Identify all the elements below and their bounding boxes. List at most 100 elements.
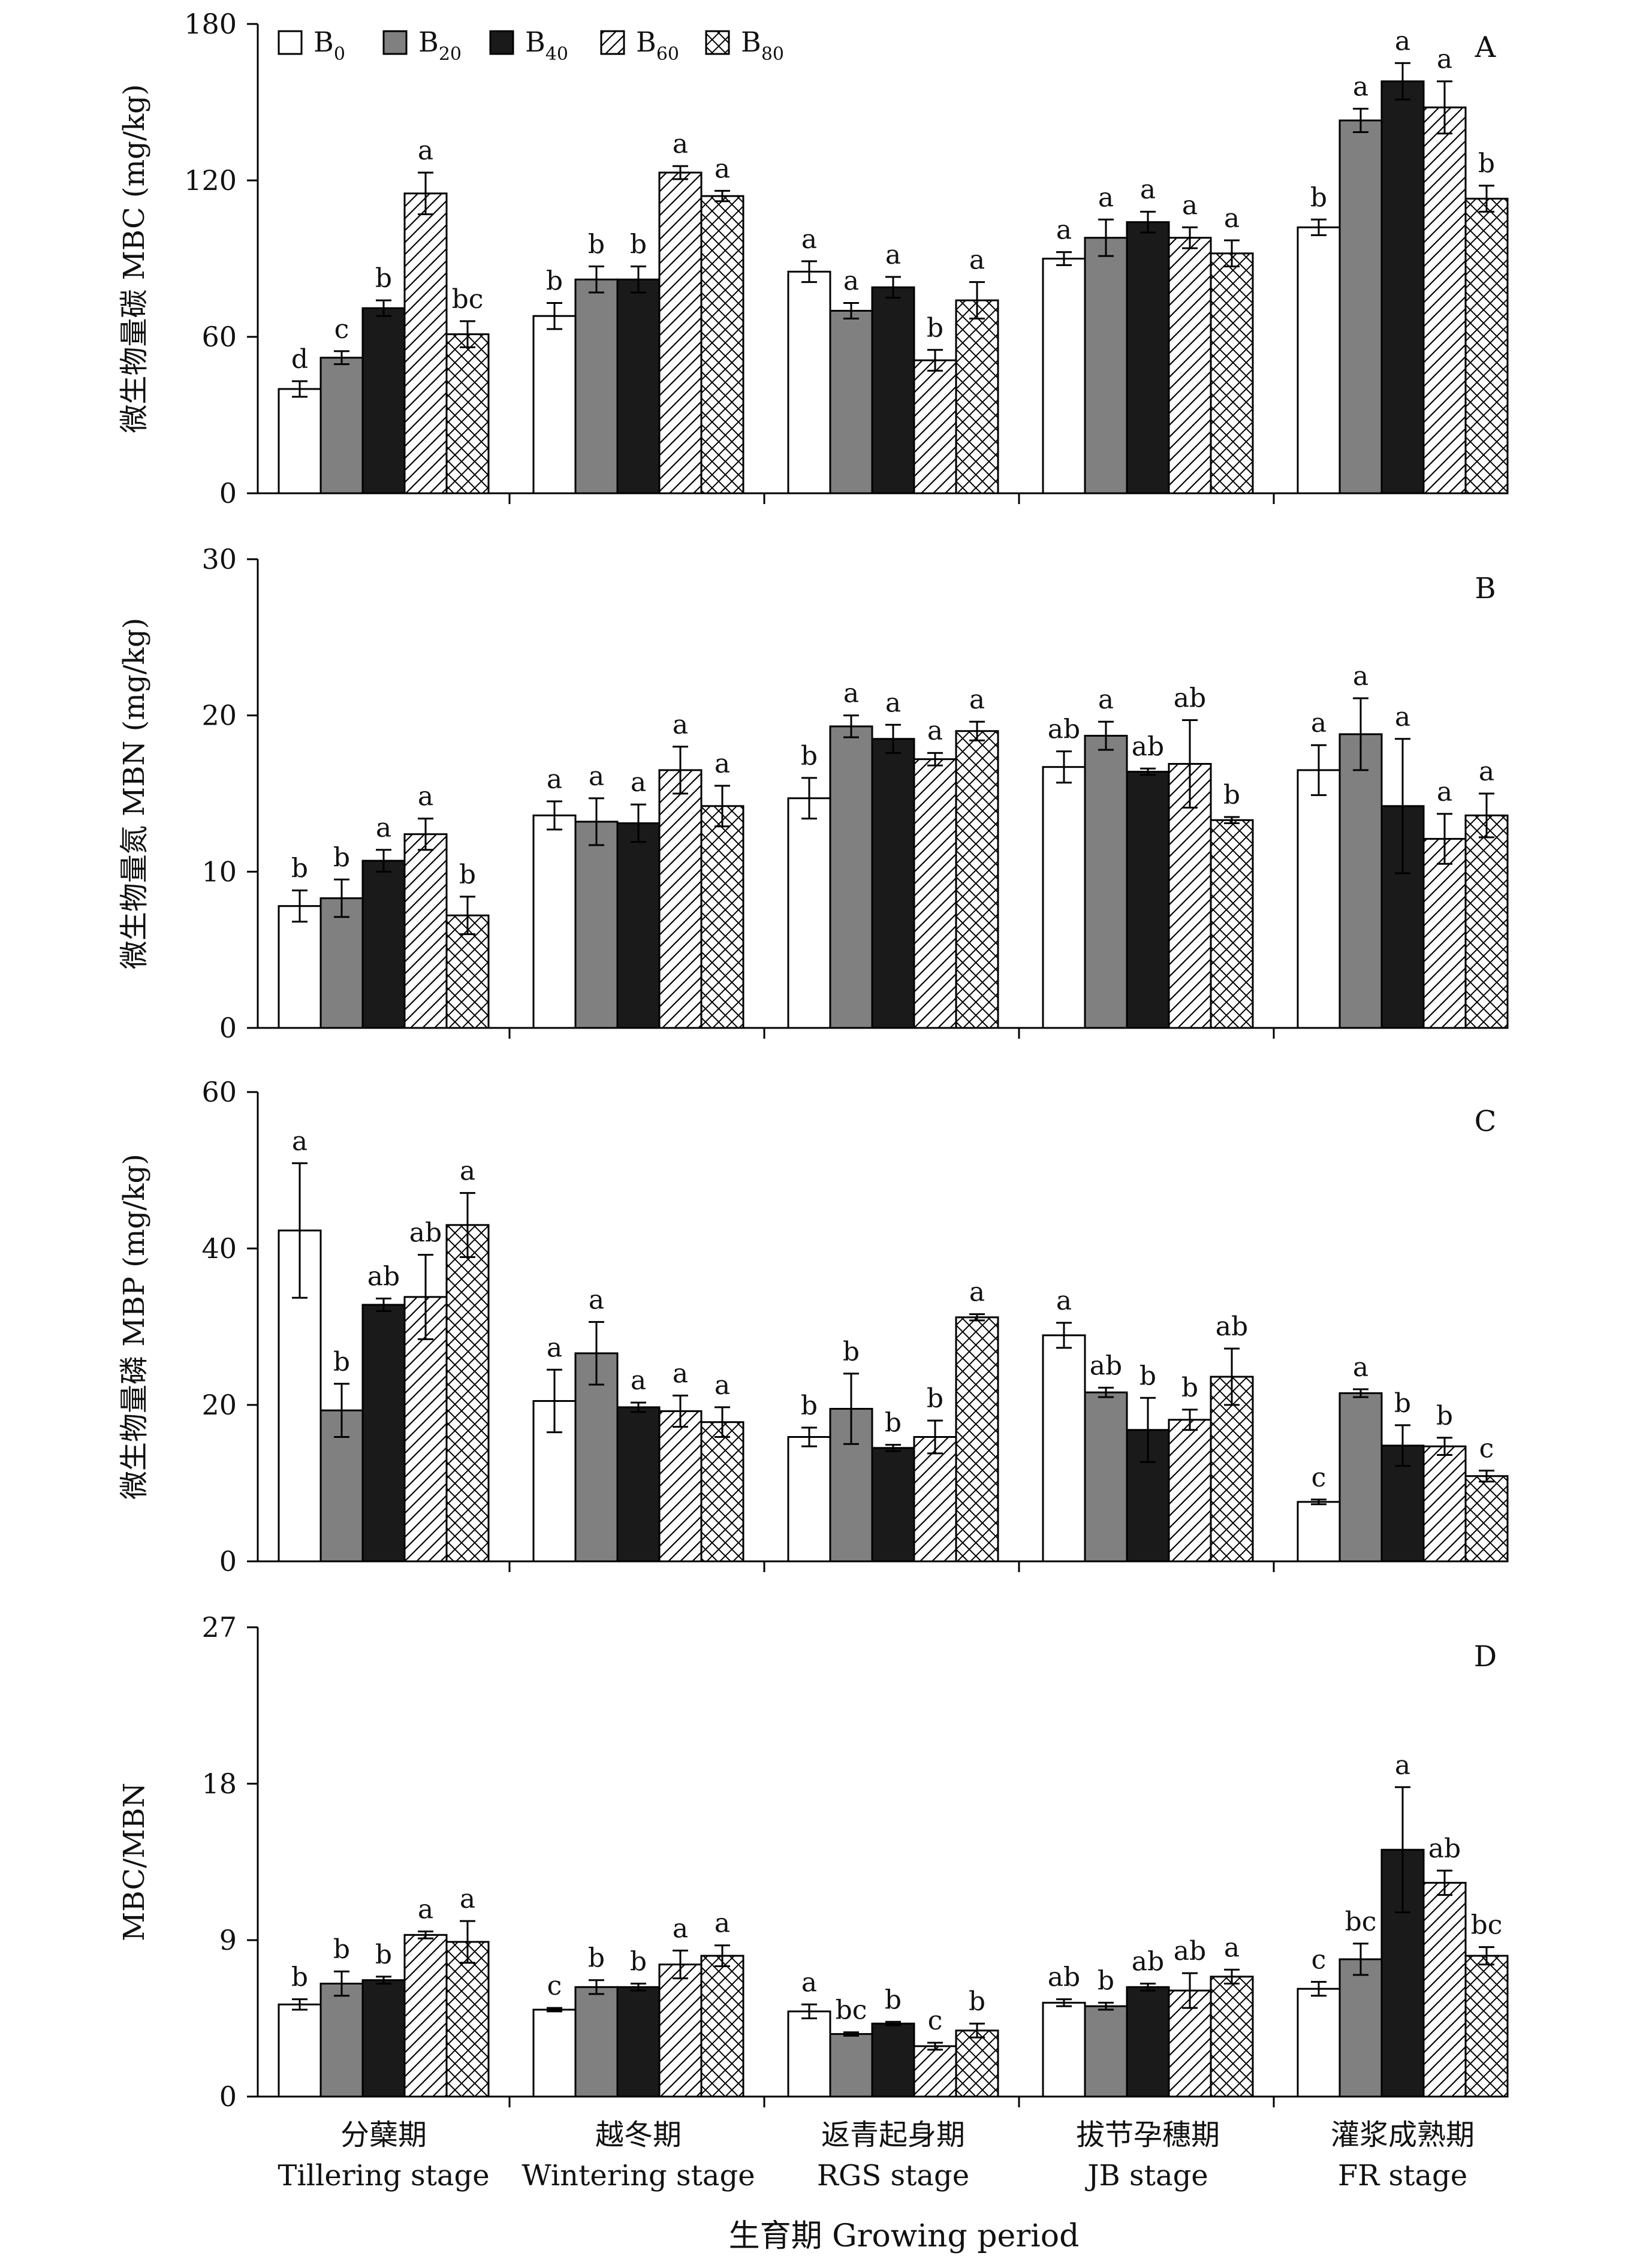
y-tick-label: 120 bbox=[184, 164, 237, 197]
significance-letter: a bbox=[547, 1332, 562, 1363]
significance-letter: b bbox=[333, 1347, 350, 1377]
significance-letter: a bbox=[1353, 71, 1368, 102]
x-category-labels: 分蘖期 Tillering stage 越冬期 Wintering stage 返青起身… bbox=[278, 2118, 1475, 2192]
bar-B80-0 bbox=[445, 1224, 490, 1563]
chart-legend: B0 B20 B40 B60 B80 bbox=[278, 26, 784, 65]
y-axis-label: 微生物量氮 MBN (mg/kg) bbox=[117, 618, 151, 970]
significance-letter: b bbox=[1394, 1388, 1411, 1419]
bar-B20-1 bbox=[574, 1986, 619, 2098]
significance-letter: ab bbox=[1132, 731, 1164, 762]
bar-B80-3 bbox=[1210, 1976, 1254, 2098]
significance-letter: c bbox=[334, 314, 349, 345]
panel-letter: C bbox=[1475, 1105, 1497, 1138]
bar-B20-4 bbox=[1339, 1958, 1383, 2098]
bar-B80-0 bbox=[445, 333, 490, 494]
significance-letter: b bbox=[801, 1391, 818, 1421]
bar-B40-3 bbox=[1126, 1986, 1170, 2098]
legend-swatch bbox=[600, 30, 625, 55]
significance-letter: b bbox=[375, 263, 392, 294]
bar-B80-4 bbox=[1464, 1475, 1509, 1563]
significance-letter: a bbox=[715, 153, 730, 184]
panel-letter: B bbox=[1475, 572, 1496, 605]
significance-letter: a bbox=[1098, 684, 1114, 715]
bar-B40-1 bbox=[616, 278, 661, 494]
y-tick-label: 0 bbox=[219, 477, 237, 509]
significance-letter: b bbox=[1139, 1361, 1156, 1391]
legend-label: B40 bbox=[525, 26, 568, 65]
bar-B60-0 bbox=[403, 1296, 448, 1563]
significance-letter: a bbox=[1395, 26, 1410, 56]
significance-letter: b bbox=[291, 853, 308, 884]
significance-letter: a bbox=[292, 1126, 308, 1157]
bar-B20-0 bbox=[319, 1983, 364, 2098]
bar-B60-4 bbox=[1422, 106, 1467, 494]
significance-letter: b bbox=[588, 1943, 605, 1974]
significance-letter: b bbox=[630, 230, 647, 260]
significance-letter: b bbox=[291, 1962, 308, 1993]
bar-B60-3 bbox=[1168, 1419, 1212, 1563]
bar-B40-1 bbox=[616, 1406, 661, 1563]
significance-letter: a bbox=[969, 245, 985, 276]
significance-letter: a bbox=[801, 224, 817, 255]
bar-B80-2 bbox=[955, 299, 999, 494]
significance-letter: a bbox=[589, 1285, 604, 1316]
y-tick-label: 60 bbox=[201, 321, 237, 353]
bar-B20-2 bbox=[829, 2033, 873, 2098]
y-axis-label: 微生物量磷 MBP (mg/kg) bbox=[117, 1154, 151, 1500]
x-tick-label-zh: 返青起身期 bbox=[821, 2118, 965, 2152]
significance-letter: ab bbox=[1428, 1833, 1461, 1864]
significance-letter: a bbox=[885, 687, 901, 718]
bar-B80-3 bbox=[1210, 819, 1254, 1029]
bar-B20-1 bbox=[574, 278, 619, 494]
legend-item-B80: B80 bbox=[705, 26, 784, 65]
significance-letter: c bbox=[1312, 1945, 1327, 1976]
bar-B0-2 bbox=[787, 2010, 831, 2098]
bar-B20-4 bbox=[1339, 733, 1383, 1029]
significance-letter: ab bbox=[1048, 1962, 1080, 1993]
significance-letter: ab bbox=[1048, 714, 1080, 745]
significance-letter: b bbox=[1436, 1401, 1453, 1431]
significance-letter: b bbox=[1478, 149, 1495, 179]
significance-letter: b bbox=[969, 1986, 985, 2017]
bar-B40-2 bbox=[871, 2022, 915, 2098]
legend-label: B20 bbox=[418, 26, 462, 65]
significance-letter: c bbox=[1479, 1434, 1494, 1464]
significance-letter: d bbox=[291, 344, 308, 375]
bar-B20-2 bbox=[829, 725, 873, 1029]
significance-letter: b bbox=[927, 1383, 943, 1414]
legend-item-B40: B40 bbox=[489, 26, 568, 65]
significance-letter: b bbox=[801, 741, 818, 771]
significance-letter: b bbox=[375, 1940, 392, 1970]
significance-letter: a bbox=[843, 678, 859, 709]
significance-letter: a bbox=[673, 129, 688, 159]
significance-letter: b bbox=[1098, 1965, 1114, 1996]
bar-B80-4 bbox=[1464, 1955, 1509, 2098]
x-tick-label-zh: 越冬期 bbox=[595, 2118, 682, 2152]
significance-letter: a bbox=[418, 782, 433, 812]
legend-label: B80 bbox=[741, 26, 784, 65]
bar-B80-2 bbox=[955, 730, 999, 1029]
panel-letter: A bbox=[1475, 31, 1497, 64]
bar-B0-4 bbox=[1297, 226, 1341, 494]
bar-B0-2 bbox=[787, 270, 831, 494]
significance-letter: a bbox=[801, 1967, 817, 1998]
bar-B20-2 bbox=[829, 310, 873, 494]
bar-B60-4 bbox=[1422, 1881, 1467, 2098]
significance-letter: a bbox=[589, 761, 604, 792]
significance-letter: a bbox=[418, 135, 433, 166]
significance-letter: a bbox=[631, 1365, 646, 1396]
bar-B80-0 bbox=[445, 1941, 490, 2098]
significance-letter: ab bbox=[409, 1217, 442, 1248]
significance-letter: a bbox=[460, 1884, 475, 1914]
bar-B40-4 bbox=[1380, 80, 1425, 494]
bar-B40-1 bbox=[616, 822, 661, 1029]
significance-letter: a bbox=[1224, 203, 1240, 234]
significance-letter: a bbox=[1182, 190, 1198, 221]
significance-letter: b bbox=[1223, 780, 1240, 810]
significance-letter: a bbox=[673, 1358, 688, 1389]
bar-B0-3 bbox=[1042, 2001, 1086, 2098]
